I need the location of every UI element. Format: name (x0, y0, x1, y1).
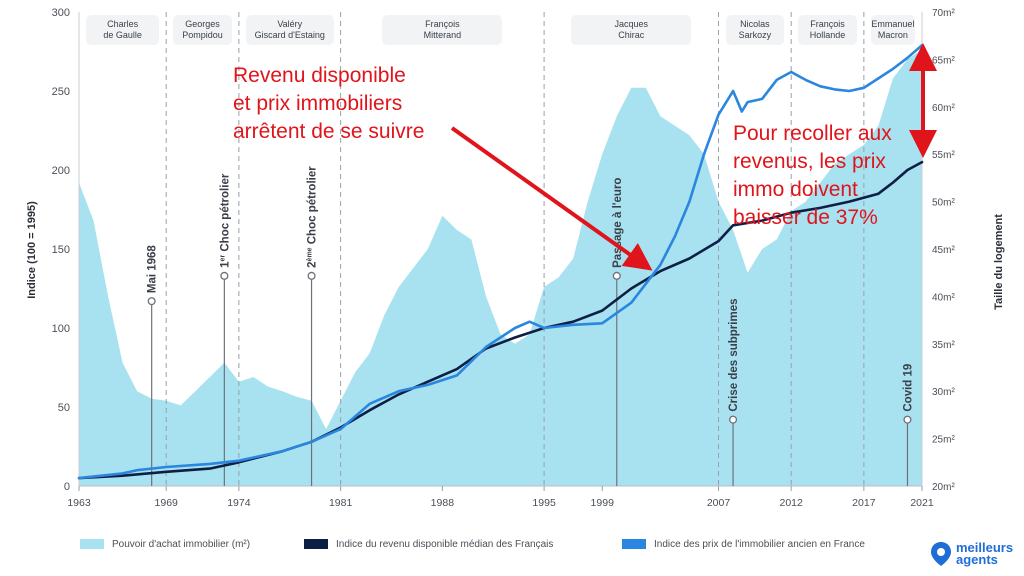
president-label-5: Nicolas Sarkozy (725, 15, 785, 45)
annotation-text-gap-line-1: revenus, les prix (733, 149, 886, 173)
event-marker-dot-0 (147, 297, 156, 306)
right-tick-label-10: 70m² (932, 8, 955, 19)
event-marker-dot-3 (612, 271, 621, 280)
x-tick-label-5: 1995 (532, 497, 556, 509)
annotation-arrow-diverge (450, 126, 653, 271)
event-marker-prefix-1: 1 (219, 261, 231, 268)
president-label-0-line-1: de Gaulle (103, 30, 142, 40)
x-tick-label-8: 2012 (780, 497, 804, 509)
x-tick-label-1: 1969 (155, 497, 179, 509)
president-label-0: Charles de Gaulle (86, 15, 160, 45)
president-label-6-line-0: François (810, 18, 845, 29)
logo-line-2: agents (956, 552, 998, 567)
left-tick-label-5: 250 (52, 86, 70, 98)
president-label-6: François Hollande (798, 15, 857, 45)
legend-label-area: Pouvoir d'achat immobilier (m²) (112, 538, 251, 550)
left-tick-label-0: 0 (64, 481, 70, 493)
president-label-2-line-0: Valéry (277, 18, 303, 29)
president-label-3: François Mitterand (382, 15, 503, 45)
right-tick-label-5: 45m² (932, 245, 955, 256)
legend-swatch-area (80, 539, 104, 549)
president-label-1-line-0: Georges (185, 18, 220, 29)
right-tick-label-1: 25m² (932, 435, 955, 446)
legend-swatch-price (622, 539, 646, 549)
left-tick-label-3: 150 (52, 244, 70, 256)
legend-label-income: Indice du revenu disponible médian des F… (336, 538, 554, 550)
right-tick-label-7: 55m² (932, 150, 955, 161)
left-tick-label-6: 300 (52, 7, 70, 19)
x-tick-label-0: 1963 (67, 497, 91, 509)
left-tick-label-4: 200 (52, 165, 70, 177)
x-tick-label-9: 2017 (852, 497, 876, 509)
series-line-2 (77, 43, 924, 480)
event-marker-text-2: Choc pétrolier (307, 166, 319, 248)
legend-item-income: Indice du revenu disponible médian des F… (304, 533, 553, 555)
event-marker-sup-2: ème (307, 247, 314, 261)
legend-item-price: Indice des prix de l'immobilier ancien e… (622, 533, 865, 555)
event-marker-prefix-2: 2 (307, 261, 319, 267)
event-marker-sup-1: er (219, 255, 226, 262)
right-tick-label-8: 60m² (932, 103, 955, 114)
president-label-4-line-0: Jacques (614, 18, 649, 29)
legend-label-price: Indice des prix de l'immobilier ancien e… (654, 538, 865, 550)
location-pin-icon (931, 542, 951, 566)
event-marker-label-0: Mai 1968 (147, 245, 159, 294)
right-tick-label-4: 40m² (932, 292, 955, 303)
series-area-pouvoir-achat (79, 49, 922, 487)
left-axis-title: Indice (100 = 1995) (26, 201, 38, 299)
annotation-text-diverge-line-2: arrêtent de se suivre (233, 119, 425, 143)
president-label-0-line-0: Charles (107, 18, 139, 29)
annotation-text-gap-line-0: Pour recoller aux (733, 122, 892, 145)
x-tick-label-3: 1981 (329, 497, 353, 509)
legend-swatch-income (304, 539, 328, 549)
right-tick-label-3: 35m² (932, 340, 955, 351)
event-marker-label-1: 1er Choc pétrolier (219, 173, 231, 268)
president-label-2-line-1: Giscard d'Estaing (254, 30, 325, 40)
event-marker-dot-1 (220, 271, 229, 280)
president-label-4: Jacques Chirac (571, 15, 692, 45)
left-tick-label-2: 100 (52, 323, 70, 335)
event-marker-label-3: Passage à l'euro (612, 178, 624, 268)
annotation-text-diverge: Revenu disponible et prix immobiliers arrê… (233, 62, 424, 146)
event-marker-dot-5 (903, 415, 912, 424)
event-marker-label-4: Crise des subprimes (728, 298, 740, 411)
president-label-1: Georges Pompidou (173, 15, 232, 45)
x-tick-label-6: 1999 (591, 497, 615, 509)
right-tick-label-9: 65m² (932, 55, 955, 66)
logo-line-1: meilleurs (956, 539, 1014, 555)
right-axis-title: Taille du logement (993, 214, 1005, 310)
annotation-text-gap-line-2: immo doivent (733, 177, 858, 201)
president-label-2: Valéry Giscard d'Estaing (245, 15, 334, 45)
president-label-7: Emmanuel Macron (870, 15, 915, 45)
president-label-4-line-1: Chirac (618, 30, 645, 40)
annotation-text-gap-line-3: baisser de 37% (733, 205, 878, 229)
right-tick-label-6: 50m² (932, 198, 955, 209)
x-tick-label-2: 1974 (227, 497, 251, 509)
annotation-text-diverge-line-0: Revenu disponible (233, 64, 406, 87)
meilleurs-agents-logo: meilleurs agents (930, 539, 1014, 567)
event-marker-label-5: Covid 19 (902, 364, 914, 412)
president-label-7-line-0: Emmanuel (871, 18, 915, 29)
right-tick-label-0: 20m² (932, 482, 955, 493)
president-label-7-line-1: Macron (877, 30, 908, 40)
left-tick-label-1: 50 (58, 402, 70, 414)
x-tick-label-7: 2007 (707, 497, 731, 509)
event-marker-label-2: 2ème Choc pétrolier (307, 166, 319, 268)
annotation-text-diverge-line-1: et prix immobiliers (233, 91, 403, 115)
president-label-3-line-1: Mitterand (423, 30, 462, 40)
event-marker-dot-4 (729, 415, 738, 424)
x-tick-label-4: 1988 (431, 497, 455, 509)
right-tick-label-2: 30m² (932, 387, 955, 398)
president-label-1-line-1: Pompidou (182, 30, 223, 40)
event-marker-dot-2 (307, 271, 316, 280)
legend: Pouvoir d'achat immobilier (m²) (80, 533, 250, 555)
x-tick-label-10: 2021 (910, 497, 934, 509)
president-label-3-line-0: François (425, 18, 460, 29)
event-marker-text-1: Choc pétrolier (219, 173, 231, 255)
annotation-text-gap: Pour recoller aux revenus, les prix immo d… (733, 120, 892, 232)
president-label-5-line-1: Sarkozy (738, 30, 772, 40)
president-label-6-line-1: Hollande (809, 30, 846, 40)
president-label-5-line-0: Nicolas (740, 18, 770, 29)
